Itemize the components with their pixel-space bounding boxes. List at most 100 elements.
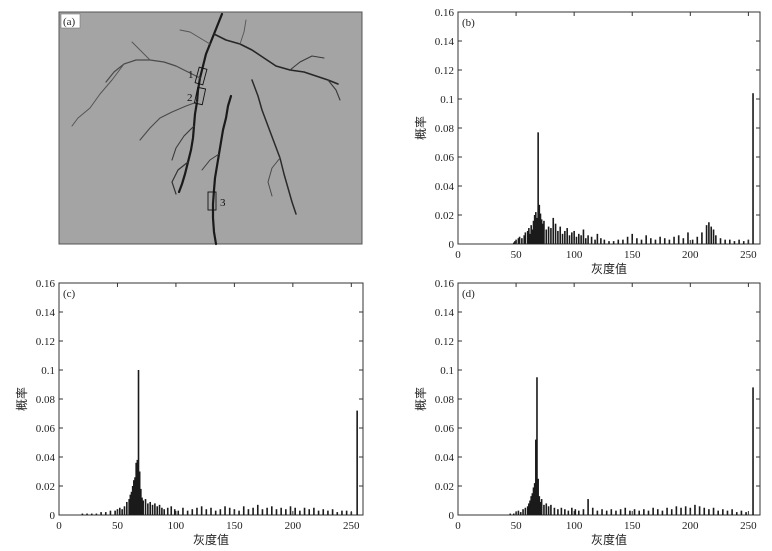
- bar: [104, 512, 107, 515]
- x-tick-label: 200: [682, 249, 699, 261]
- bar: [530, 225, 532, 244]
- x-tick-label: 200: [285, 520, 302, 532]
- bar: [742, 241, 745, 244]
- bar: [285, 509, 287, 515]
- bar: [539, 213, 542, 244]
- bar: [661, 510, 664, 515]
- bar: [536, 217, 538, 244]
- bar: [524, 232, 527, 244]
- plot-frame: [457, 11, 761, 245]
- y-tick-label: 0.12: [435, 65, 454, 77]
- bar: [133, 480, 135, 515]
- bar: [275, 509, 278, 515]
- marker-label-1: 1: [188, 69, 194, 81]
- x-axis-title: 灰度值: [591, 532, 627, 547]
- bar: [158, 504, 161, 515]
- bar: [629, 510, 631, 515]
- y-axis-title: 概率: [413, 116, 428, 140]
- bar: [622, 239, 624, 244]
- bar: [331, 509, 334, 515]
- x-tick-label: 0: [56, 520, 62, 532]
- bar: [708, 509, 710, 515]
- bar: [617, 239, 620, 244]
- bar: [271, 506, 273, 515]
- bar: [261, 509, 264, 515]
- bar: [680, 507, 682, 515]
- upper-left-sub-branch: [131, 41, 151, 61]
- bar: [557, 509, 559, 515]
- right-sub-branch: [327, 79, 341, 101]
- bar: [533, 483, 536, 515]
- bar: [327, 510, 329, 515]
- bar: [530, 496, 532, 515]
- bar: [547, 506, 550, 515]
- y-tick-label: 0.06: [435, 423, 455, 435]
- bar: [531, 229, 534, 244]
- bar: [141, 497, 143, 515]
- bar: [610, 509, 613, 515]
- bar: [126, 501, 128, 515]
- bar: [182, 507, 184, 515]
- bar: [131, 486, 134, 515]
- bar: [129, 494, 132, 515]
- bar: [517, 510, 520, 515]
- bar: [294, 507, 296, 515]
- bar: [256, 504, 259, 515]
- bar: [571, 507, 573, 515]
- bar: [733, 241, 736, 244]
- chart-b: 0 0.02 0.04 0.06 0.08 0.1 0.12 0.14 0.16 0 50 100 15…: [413, 7, 761, 276]
- x-axis-title: 灰度值: [193, 532, 229, 547]
- bar: [308, 509, 311, 515]
- middle-left-branch: [139, 101, 198, 141]
- bar: [591, 507, 594, 515]
- marker-box-1: [194, 66, 208, 86]
- bar: [535, 212, 537, 244]
- bar: [624, 507, 627, 515]
- bar: [154, 503, 156, 515]
- bar: [590, 236, 593, 244]
- bar: [633, 509, 636, 515]
- x-tick-label: 50: [511, 520, 523, 532]
- bar: [559, 226, 562, 244]
- bar: [533, 215, 536, 244]
- bar: [266, 507, 268, 515]
- y-tick-label: 0.04: [435, 181, 455, 193]
- bar: [561, 233, 564, 244]
- bar: [574, 509, 577, 515]
- bar: [694, 504, 696, 515]
- bar: [550, 504, 552, 515]
- bar: [537, 132, 539, 244]
- bar: [567, 510, 570, 515]
- bar: [512, 513, 515, 515]
- y-tick-label: 0.04: [36, 452, 56, 464]
- bar: [596, 233, 599, 244]
- bar: [738, 239, 740, 244]
- y-tick-label: 0.12: [36, 336, 55, 348]
- y-tick-label: 0.04: [435, 452, 455, 464]
- bar: [528, 228, 530, 244]
- chart-d: 0 0.02 0.04 0.06 0.08 0.1 0.12 0.14 0.16 0 50 100 15…: [413, 278, 761, 547]
- y-tick-label: 0.14: [435, 307, 455, 319]
- bar: [684, 506, 687, 515]
- bar: [647, 510, 650, 515]
- bar: [601, 509, 603, 515]
- bar: [228, 507, 231, 515]
- bar: [135, 462, 137, 515]
- x-tick-label: 0: [455, 249, 461, 261]
- bar: [512, 242, 515, 244]
- bar: [317, 510, 320, 515]
- bar: [252, 507, 254, 515]
- bar: [345, 510, 348, 515]
- bar: [522, 509, 524, 515]
- bar: [114, 510, 116, 515]
- bar: [677, 235, 680, 244]
- bar: [564, 230, 566, 244]
- bar: [163, 509, 166, 515]
- y-tick-label: 0.12: [435, 336, 454, 348]
- x-tick-label: 150: [226, 520, 243, 532]
- bar: [514, 241, 516, 244]
- bar: [100, 512, 102, 515]
- bar: [573, 230, 575, 244]
- bar: [619, 509, 622, 515]
- y-tick-label: 0.08: [36, 394, 56, 406]
